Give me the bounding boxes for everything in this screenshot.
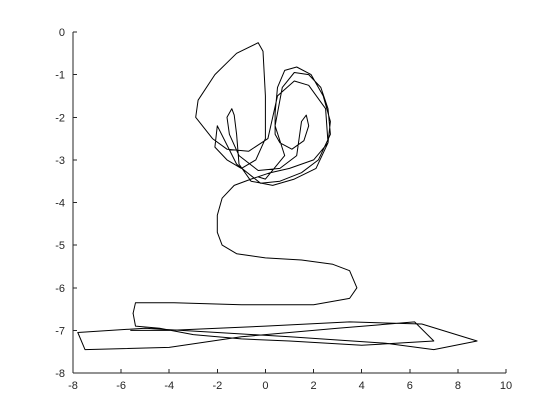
- x-tick-label: -4: [164, 380, 174, 392]
- y-tick-label: -5: [55, 240, 65, 252]
- y-tick-label: -1: [55, 70, 65, 82]
- y-tick-label: -6: [55, 283, 65, 295]
- x-tick-label: 6: [407, 380, 413, 392]
- y-tick-label: 0: [59, 27, 65, 39]
- x-tick-label: -2: [212, 380, 222, 392]
- x-tick-label: 2: [310, 380, 316, 392]
- y-tick-label: -8: [55, 368, 65, 380]
- x-tick-label: 10: [500, 380, 512, 392]
- x-axis: -8 -6 -4 -2 0 2 4 6 8 10: [68, 369, 512, 392]
- x-tick-label: -6: [116, 380, 126, 392]
- series-line-2: [132, 42, 358, 314]
- x-tick-label: 0: [262, 380, 268, 392]
- y-tick-label: -3: [55, 155, 65, 167]
- x-tick-label: -8: [68, 380, 78, 392]
- plot-area: [77, 42, 478, 351]
- y-tick-label: -7: [55, 325, 65, 337]
- x-tick-label: 8: [455, 380, 461, 392]
- series-line-1: [77, 312, 478, 351]
- y-tick-label: -2: [55, 112, 65, 124]
- x-tick-label: 4: [359, 380, 365, 392]
- y-axis: 0 -1 -2 -3 -4 -5 -6 -7 -8: [55, 27, 77, 380]
- y-tick-label: -4: [55, 198, 65, 210]
